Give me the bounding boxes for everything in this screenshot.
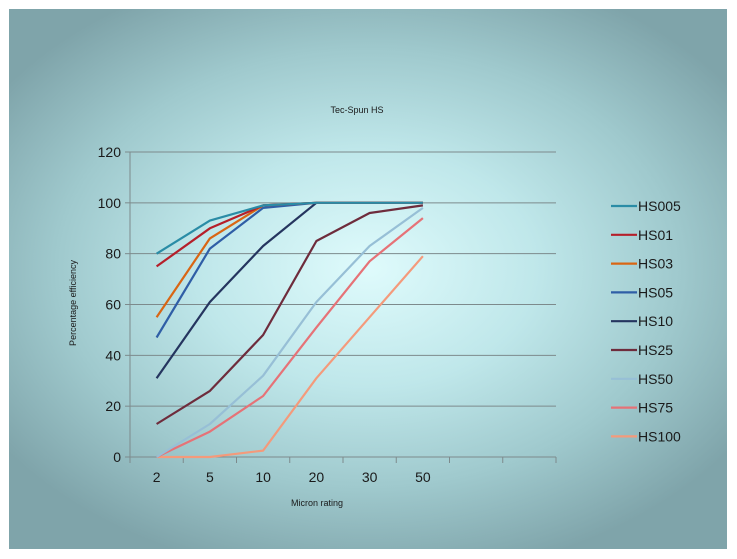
x-tick-label: 20 (309, 469, 325, 485)
legend-label: HS25 (638, 342, 673, 358)
legend-label: HS005 (638, 198, 681, 214)
x-tick-label: 50 (415, 469, 431, 485)
x-axis-label: Micron rating (291, 498, 343, 508)
series-line-hs03 (155, 201, 423, 318)
x-axis-ticks: 2 5 10 20 30 50 (129, 457, 557, 485)
gridlines (125, 151, 556, 458)
series-line-hs25 (156, 204, 424, 425)
y-tick-label: 40 (105, 347, 121, 363)
series-line-hs005 (156, 201, 423, 255)
chart-background (9, 9, 727, 549)
x-tick-label: 30 (362, 469, 378, 485)
legend-label: HS75 (638, 400, 673, 416)
x-tick-label: 2 (153, 469, 161, 485)
y-axis-ticks: 0 20 40 60 80 100 120 (98, 144, 122, 465)
series-line-hs50 (156, 207, 424, 458)
legend-label: HS01 (638, 227, 673, 243)
y-tick-label: 0 (113, 449, 121, 465)
chart-title: Tec-Spun HS (330, 105, 383, 115)
legend-label: HS100 (638, 428, 681, 444)
y-tick-label: 120 (98, 144, 122, 160)
legend-label: HS05 (638, 284, 673, 300)
legend: HS005 HS01 HS03 HS05 HS10 HS25 HS50 HS75 HS100 (611, 198, 681, 444)
y-tick-label: 20 (105, 398, 121, 414)
legend-label: HS50 (638, 371, 673, 387)
series-line-hs75 (156, 217, 424, 458)
x-tick-label: 10 (255, 469, 271, 485)
y-tick-label: 80 (105, 246, 121, 262)
x-tick-label: 5 (206, 469, 214, 485)
y-tick-label: 100 (98, 195, 122, 211)
series-lines (155, 201, 424, 459)
series-line-hs100 (156, 255, 424, 459)
legend-label: HS10 (638, 313, 673, 329)
y-axis-label: Percentage efficiency (68, 260, 78, 346)
legend-label: HS03 (638, 256, 673, 272)
y-tick-label: 60 (105, 297, 121, 313)
